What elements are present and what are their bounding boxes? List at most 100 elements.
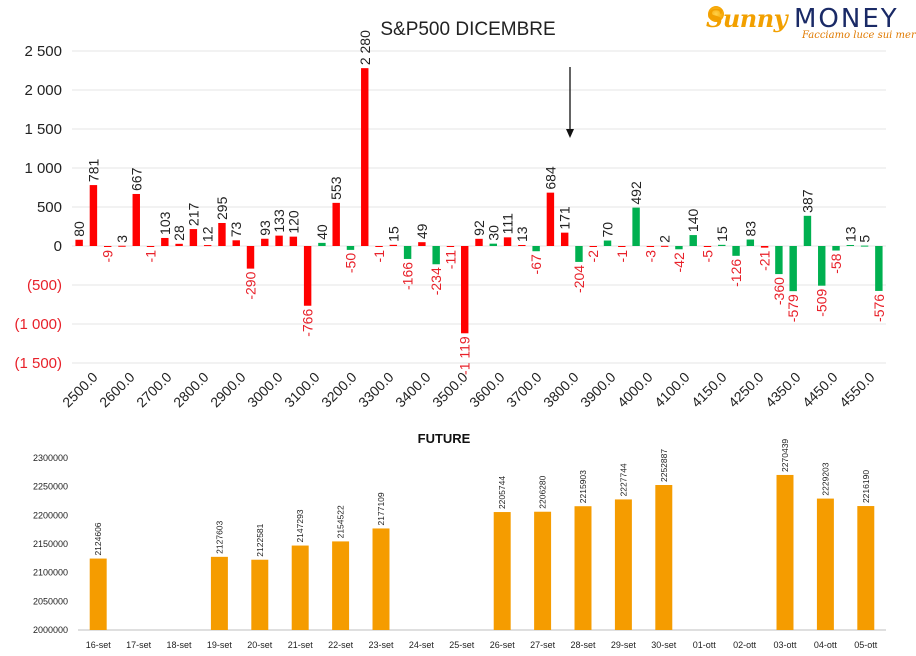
- data-label: -1: [371, 250, 387, 263]
- x-tick-label: 2700.0: [133, 369, 175, 411]
- bar: [461, 246, 469, 334]
- data-label: 103: [157, 211, 173, 235]
- bar: [303, 246, 312, 306]
- x-tick-label: 4150.0: [688, 369, 730, 411]
- y-tick-label: (500): [27, 277, 62, 294]
- data-label: -204: [571, 265, 587, 293]
- data-label: 2 280: [357, 30, 373, 65]
- data-label: -58: [828, 253, 844, 273]
- bar: [203, 245, 212, 247]
- bar: [832, 246, 840, 251]
- y-tick-label: 2 500: [24, 43, 62, 60]
- bar: [760, 246, 769, 248]
- bar: [361, 68, 369, 246]
- bar: [146, 246, 155, 247]
- bar: [589, 246, 597, 247]
- bar: [475, 238, 483, 246]
- x-tick-label: 2800.0: [170, 369, 212, 411]
- sp500-december-chart: S&P500 DICEMBRE 2 500 2 000 1 500 1 000 500 0 (…: [14, 19, 887, 411]
- x-tick-label: 21-set: [288, 640, 314, 650]
- data-label: -2: [585, 250, 601, 263]
- bar: [118, 245, 126, 247]
- x-tick-label: 24-set: [409, 640, 435, 650]
- y-tick-label: (1 500): [14, 355, 62, 372]
- data-label: -1 119: [457, 336, 473, 375]
- logo-brand-right: MONEY: [794, 4, 899, 34]
- x-tick-label: 3400.0: [392, 369, 434, 411]
- y-tick-label: 1 500: [24, 121, 62, 138]
- y-tick-label: 2050000: [33, 596, 68, 606]
- future-bar: [291, 545, 309, 630]
- x-tick-label: 29-set: [611, 640, 637, 650]
- bar: [818, 246, 826, 286]
- future-data-label: 2177109: [376, 492, 386, 525]
- data-label: -166: [400, 262, 416, 290]
- x-tick-label: 19-set: [207, 640, 233, 650]
- data-label: 30: [485, 225, 501, 241]
- future-chart: FUTURE 2000000 2050000 2100000 2150000 220000…: [33, 431, 886, 650]
- data-label: -1: [143, 250, 159, 263]
- bar: [232, 240, 240, 246]
- future-title: FUTURE: [418, 431, 471, 446]
- bar: [132, 193, 140, 246]
- x-tick-label: 2500.0: [59, 369, 101, 411]
- x-tick-label: 3200.0: [318, 369, 360, 411]
- data-label: -9: [100, 250, 116, 263]
- bar: [332, 202, 340, 246]
- bar: [560, 232, 569, 246]
- bar: [618, 246, 626, 247]
- data-label: -67: [528, 254, 544, 274]
- future-bar: [816, 498, 834, 630]
- x-tick-label: 3300.0: [355, 369, 397, 411]
- bar: [803, 215, 812, 246]
- bar: [660, 245, 669, 247]
- bar: [489, 243, 497, 246]
- future-bar: [493, 512, 511, 630]
- data-label: 40: [314, 224, 330, 240]
- y-tick-label: (1 000): [14, 316, 62, 333]
- x-tick-label: 02-ott: [733, 640, 757, 650]
- bar: [846, 244, 855, 246]
- data-label: -5: [699, 250, 715, 263]
- bar: [860, 245, 869, 247]
- bar: [646, 246, 655, 247]
- x-tick-label: 20-set: [247, 640, 273, 650]
- data-label: 295: [214, 196, 230, 220]
- future-bar: [251, 559, 269, 630]
- future-data-label: 2124606: [93, 522, 103, 555]
- data-label: 667: [128, 167, 144, 191]
- data-label: 83: [742, 221, 758, 237]
- x-tick-label: 16-set: [86, 640, 112, 650]
- data-label: 13: [514, 226, 530, 242]
- data-label: 13: [842, 226, 858, 242]
- future-bar: [574, 506, 592, 630]
- bar: [246, 246, 255, 269]
- data-label: -50: [342, 253, 358, 273]
- future-data-label: 2147293: [295, 509, 305, 542]
- data-label: 111: [500, 213, 516, 234]
- sunny-money-logo: Sunny MONEY Facciamo luce sui mercati: [706, 4, 916, 44]
- data-label: -579: [785, 294, 801, 322]
- data-label: -290: [243, 271, 259, 299]
- data-label: -576: [871, 294, 887, 322]
- bar: [532, 246, 540, 252]
- x-tick-label: 30-set: [651, 640, 677, 650]
- bar: [346, 246, 355, 250]
- data-label: -509: [814, 288, 830, 316]
- data-label: 15: [714, 226, 730, 242]
- y-tick-label: 1 000: [24, 160, 62, 177]
- data-label: 133: [271, 209, 287, 233]
- bar: [403, 246, 412, 259]
- future-data-label: 2154522: [336, 505, 346, 538]
- data-label: 684: [542, 166, 558, 190]
- data-label: -126: [728, 259, 744, 287]
- logo-tagline: Facciamo luce sui mercati: [802, 30, 916, 41]
- bar: [389, 244, 398, 246]
- bar: [89, 185, 98, 246]
- future-data-label: 2127603: [214, 520, 224, 553]
- data-label: 73: [228, 222, 244, 238]
- data-label: -11: [442, 250, 458, 269]
- bar: [289, 236, 298, 246]
- y-tick-label: 500: [37, 199, 62, 216]
- future-bar: [655, 485, 673, 630]
